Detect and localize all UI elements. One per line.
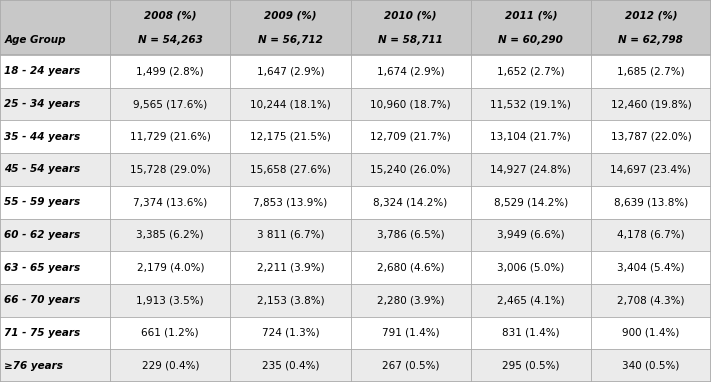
Text: 10,960 (18.7%): 10,960 (18.7%) — [370, 99, 451, 109]
Text: N = 54,263: N = 54,263 — [138, 35, 203, 45]
Text: 295 (0.5%): 295 (0.5%) — [502, 361, 560, 371]
Text: 12,175 (21.5%): 12,175 (21.5%) — [250, 132, 331, 142]
Text: 2,680 (4.6%): 2,680 (4.6%) — [377, 262, 444, 272]
Text: 14,697 (23.4%): 14,697 (23.4%) — [611, 164, 691, 175]
Bar — [0, 317, 711, 349]
Text: 11,532 (19.1%): 11,532 (19.1%) — [491, 99, 571, 109]
Text: 3,786 (6.5%): 3,786 (6.5%) — [377, 230, 444, 240]
Bar — [0, 251, 711, 284]
Text: 900 (1.4%): 900 (1.4%) — [622, 328, 680, 338]
Text: 831 (1.4%): 831 (1.4%) — [502, 328, 560, 338]
Text: 3,006 (5.0%): 3,006 (5.0%) — [497, 262, 565, 272]
Text: 13,104 (21.7%): 13,104 (21.7%) — [491, 132, 571, 142]
Text: 235 (0.4%): 235 (0.4%) — [262, 361, 319, 371]
Text: 3,385 (6.2%): 3,385 (6.2%) — [137, 230, 204, 240]
Text: 2,211 (3.9%): 2,211 (3.9%) — [257, 262, 324, 272]
Text: N = 62,798: N = 62,798 — [619, 35, 683, 45]
Text: 3 811 (6.7%): 3 811 (6.7%) — [257, 230, 324, 240]
Text: 724 (1.3%): 724 (1.3%) — [262, 328, 319, 338]
Text: 1,674 (2.9%): 1,674 (2.9%) — [377, 66, 444, 76]
Text: 15,728 (29.0%): 15,728 (29.0%) — [130, 164, 210, 175]
Text: 2,280 (3.9%): 2,280 (3.9%) — [377, 295, 444, 305]
Text: 1,499 (2.8%): 1,499 (2.8%) — [137, 66, 204, 76]
Text: 25 - 34 years: 25 - 34 years — [4, 99, 80, 109]
Text: 63 - 65 years: 63 - 65 years — [4, 262, 80, 272]
Bar — [0, 186, 711, 219]
Text: 9,565 (17.6%): 9,565 (17.6%) — [133, 99, 208, 109]
Text: 2,179 (4.0%): 2,179 (4.0%) — [137, 262, 204, 272]
Text: 2010 (%): 2010 (%) — [385, 10, 437, 20]
Text: 8,324 (14.2%): 8,324 (14.2%) — [373, 197, 448, 207]
Text: 18 - 24 years: 18 - 24 years — [4, 66, 80, 76]
Text: 45 - 54 years: 45 - 54 years — [4, 164, 80, 175]
Text: 791 (1.4%): 791 (1.4%) — [382, 328, 439, 338]
Text: 15,658 (27.6%): 15,658 (27.6%) — [250, 164, 331, 175]
Text: 1,652 (2.7%): 1,652 (2.7%) — [497, 66, 565, 76]
Text: 66 - 70 years: 66 - 70 years — [4, 295, 80, 305]
Text: 340 (0.5%): 340 (0.5%) — [622, 361, 680, 371]
Text: 10,244 (18.1%): 10,244 (18.1%) — [250, 99, 331, 109]
Text: 12,460 (19.8%): 12,460 (19.8%) — [611, 99, 691, 109]
Bar — [0, 55, 711, 88]
Text: 35 - 44 years: 35 - 44 years — [4, 132, 80, 142]
Text: 1,913 (3.5%): 1,913 (3.5%) — [137, 295, 204, 305]
Text: N = 58,711: N = 58,711 — [378, 35, 443, 45]
Text: Age Group: Age Group — [4, 35, 65, 45]
Text: N = 56,712: N = 56,712 — [258, 35, 323, 45]
Text: 8,639 (13.8%): 8,639 (13.8%) — [614, 197, 688, 207]
Text: 55 - 59 years: 55 - 59 years — [4, 197, 80, 207]
Text: 2,465 (4.1%): 2,465 (4.1%) — [497, 295, 565, 305]
Text: 3,949 (6.6%): 3,949 (6.6%) — [497, 230, 565, 240]
Text: 661 (1.2%): 661 (1.2%) — [141, 328, 199, 338]
Text: 14,927 (24.8%): 14,927 (24.8%) — [491, 164, 571, 175]
Text: 2011 (%): 2011 (%) — [505, 10, 557, 20]
Text: 4,178 (6.7%): 4,178 (6.7%) — [617, 230, 685, 240]
Bar — [0, 153, 711, 186]
Text: 71 - 75 years: 71 - 75 years — [4, 328, 80, 338]
Text: 7,853 (13.9%): 7,853 (13.9%) — [253, 197, 328, 207]
Bar — [0, 219, 711, 251]
Bar — [0, 349, 711, 382]
Text: 8,529 (14.2%): 8,529 (14.2%) — [493, 197, 568, 207]
Text: 12,709 (21.7%): 12,709 (21.7%) — [370, 132, 451, 142]
Text: 11,729 (21.6%): 11,729 (21.6%) — [130, 132, 210, 142]
Text: 3,404 (5.4%): 3,404 (5.4%) — [617, 262, 685, 272]
Text: 2009 (%): 2009 (%) — [264, 10, 316, 20]
Text: 2,708 (4.3%): 2,708 (4.3%) — [617, 295, 685, 305]
Text: ≥76 years: ≥76 years — [4, 361, 63, 371]
Text: N = 60,290: N = 60,290 — [498, 35, 563, 45]
Text: 2008 (%): 2008 (%) — [144, 10, 196, 20]
Text: 15,240 (26.0%): 15,240 (26.0%) — [370, 164, 451, 175]
Text: 60 - 62 years: 60 - 62 years — [4, 230, 80, 240]
Bar — [0, 88, 711, 120]
Bar — [0, 120, 711, 153]
Bar — [0, 284, 711, 317]
Text: 267 (0.5%): 267 (0.5%) — [382, 361, 439, 371]
Text: 1,647 (2.9%): 1,647 (2.9%) — [257, 66, 324, 76]
Bar — [0, 0, 711, 55]
Text: 13,787 (22.0%): 13,787 (22.0%) — [611, 132, 691, 142]
Text: 2012 (%): 2012 (%) — [625, 10, 677, 20]
Text: 1,685 (2.7%): 1,685 (2.7%) — [617, 66, 685, 76]
Text: 7,374 (13.6%): 7,374 (13.6%) — [133, 197, 208, 207]
Text: 229 (0.4%): 229 (0.4%) — [141, 361, 199, 371]
Text: 2,153 (3.8%): 2,153 (3.8%) — [257, 295, 324, 305]
